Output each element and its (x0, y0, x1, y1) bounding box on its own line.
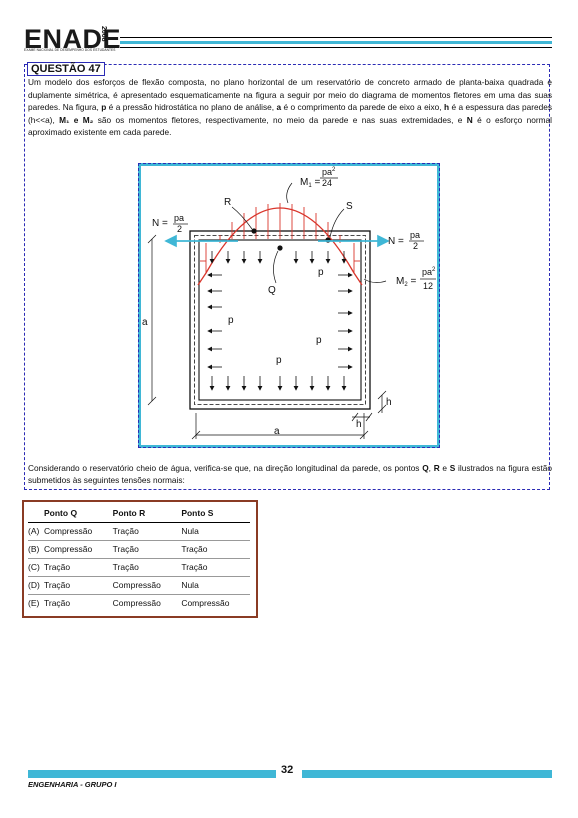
leader-lines (231, 182, 387, 284)
m1-numerator: pa2 (322, 167, 336, 177)
question-prompt: Considerando o reservatório cheio de águ… (28, 462, 552, 486)
answer-table-frame: Ponto Q Ponto R Ponto S (A) Compressão Tra… (22, 500, 258, 618)
table-row: (E) Tração Compressão Compressão (28, 595, 250, 613)
n-left-den: 2 (177, 224, 182, 234)
table-row: (B) Compressão Tração Tração (28, 540, 250, 559)
emphasis-term: N (466, 114, 473, 125)
option-letter: (B) (28, 540, 44, 559)
question-frame (24, 64, 550, 490)
table-cell: Tração (181, 558, 250, 577)
table-cell: Compressão (181, 598, 230, 608)
m2-label: M2 = (396, 276, 416, 288)
emphasis-term: R (433, 463, 440, 473)
text-run: é a pressão hidrostática no plano de aná… (106, 102, 277, 113)
table-cell: Tração (112, 540, 182, 559)
logo-year: 2008 (100, 26, 107, 42)
table-cell: Tração (44, 558, 113, 577)
table-cell: Compressão (112, 576, 182, 595)
label-s: S (346, 201, 353, 212)
table-header: Ponto R (112, 506, 182, 523)
m2-numerator: pa2 (422, 267, 436, 277)
label-p-top: p (318, 267, 324, 278)
text-run: é o comprimento da parede de eixo a eixo… (281, 102, 445, 113)
reservoir-figure: M1 = pa2 24 R S N = pa 2 N = pa 2 M2 = p… (142, 167, 436, 440)
table-row: (C) Tração Tração Tração (28, 558, 250, 577)
n-right-label: N = (388, 236, 404, 247)
dim-a-horizontal: a (274, 426, 280, 437)
m1-denominator: 24 (322, 178, 332, 188)
table-cell: Tração (44, 598, 71, 608)
emphasis-term: Q (422, 463, 429, 473)
table-cell: Tração (44, 576, 113, 595)
option-letter: (D) (28, 576, 44, 595)
text-run: é a espessura das paredes (h<<a), (28, 102, 553, 125)
n-right-num: pa (410, 230, 420, 240)
wall-inner (198, 239, 362, 401)
m2-denominator: 12 (423, 281, 433, 291)
table-cell: Tração (112, 522, 182, 541)
footer-bar-left (28, 770, 276, 778)
n-left-num: pa (174, 213, 184, 223)
table-cell: Tração (181, 540, 250, 559)
text-run: Considerando o reservatório cheio de águ… (28, 463, 423, 473)
option-letter: (C) (28, 558, 44, 577)
header-rule-bold (120, 41, 552, 44)
table-header-row: Ponto Q Ponto R Ponto S (28, 506, 250, 523)
n-left-label: N = (152, 218, 168, 229)
emphasis-term: p (101, 102, 107, 113)
table-cell: Compressão (44, 522, 113, 541)
answer-table: Ponto Q Ponto R Ponto S (A) Compressão Tra… (28, 506, 250, 612)
figure-frame (138, 163, 440, 448)
n-right-den: 2 (413, 241, 418, 251)
header-rule (120, 37, 552, 38)
question-statement: Um modelo dos esforços de flexão compost… (28, 76, 552, 139)
table-header (28, 506, 44, 523)
text-run: , (428, 463, 434, 473)
table-cell: Compressão (112, 598, 161, 608)
text-run: são os momentos fletores, respectivament… (93, 114, 467, 125)
text-run: e (439, 463, 450, 473)
table-header: Ponto Q (44, 506, 113, 523)
text-run: Um modelo dos esforços de flexão compost… (28, 77, 552, 113)
text-run: é o esforço normal aproximado existente … (28, 114, 552, 138)
table-cell: Nula (181, 522, 250, 541)
point-r (251, 228, 257, 234)
dim-h-vertical: h (386, 397, 392, 408)
enade-logo: ENADE (24, 24, 122, 54)
dim-a-vertical: a (142, 317, 148, 328)
dimension-lines (147, 234, 387, 440)
header-rule-bottom (120, 47, 552, 48)
option-letter: (A) (28, 522, 44, 541)
emphasis-term: M₁ e M₂ (59, 114, 94, 125)
label-p-left: p (228, 315, 234, 326)
emphasis-term: a (276, 102, 282, 113)
label-q: Q (268, 285, 276, 296)
table-row: (D) Tração Compressão Nula (28, 576, 250, 595)
label-p-bottom: p (276, 355, 282, 366)
table-row: (A) Compressão Tração Nula (28, 522, 250, 541)
moment-hatching (200, 203, 360, 273)
m1-label: M1 = (300, 177, 320, 189)
pressure-arrows (207, 251, 353, 391)
emphasis-term: S (449, 463, 456, 473)
emphasis-term: h (444, 102, 450, 113)
footer-bar-right (302, 770, 552, 778)
point-q (277, 245, 283, 251)
table-header: Ponto S (181, 506, 250, 523)
label-r: R (224, 197, 231, 208)
table-cell: Nula (181, 576, 250, 595)
label-p-right: p (316, 335, 322, 346)
text-run: ilustrados na figura estão submetidos às… (28, 463, 552, 485)
footer-label: ENGENHARIA - GRUPO I (28, 780, 117, 789)
dim-h-horizontal: h (356, 419, 362, 430)
logo-tagline: EXAME NACIONAL DE DESEMPENHO DOS ESTUDAN… (24, 48, 116, 52)
question-title: QUESTÃO 47 (27, 62, 105, 76)
figure-selection (138, 163, 440, 448)
option-letter: (E) (28, 598, 40, 608)
page-number: 32 (281, 764, 294, 776)
table-cell: Tração (112, 558, 182, 577)
table-cell: Compressão (44, 540, 113, 559)
